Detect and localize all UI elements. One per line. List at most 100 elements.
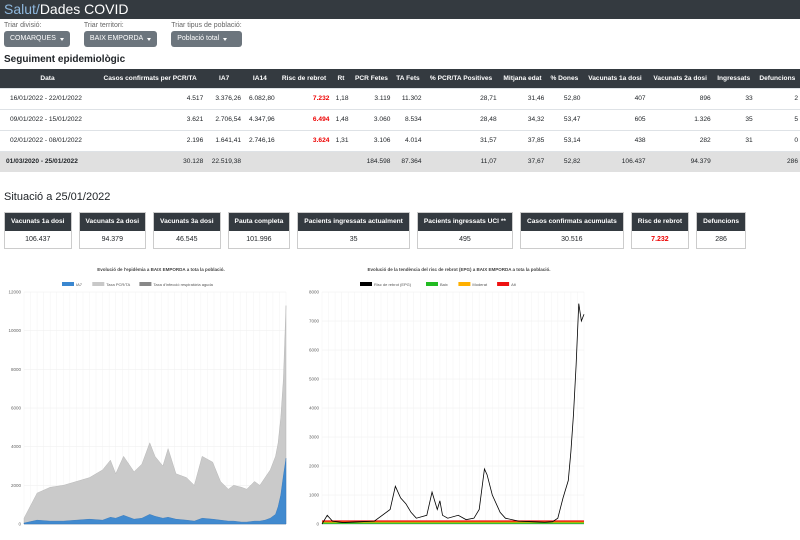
filter-division: Triar divisió: COMARQUES: [4, 22, 70, 51]
table-cell: 4.517: [95, 87, 206, 109]
table-cell: 4.014: [392, 129, 424, 151]
table-row: 02/01/2022 - 08/01/2022 2.196 1.641,41 2.74…: [0, 129, 800, 151]
table-cell: 01/03/2020 - 25/01/2022: [0, 150, 96, 172]
legend-swatch: [360, 282, 372, 286]
summary-card-value: 35: [349, 236, 358, 243]
table-cell: 282: [647, 129, 713, 151]
summary-card-label: Pacients ingressats UCI **: [417, 213, 512, 231]
division-dropdown-value: COMARQUES: [10, 35, 56, 42]
summary-card: Pacients ingressats UCI ** 495: [416, 212, 513, 249]
column-header: Casos confirmats per PCR/TA: [95, 69, 206, 88]
y-tick-label: 2000: [309, 464, 320, 469]
table-cell: 52,82: [546, 150, 583, 172]
chevron-down-icon: [59, 37, 64, 41]
summary-card-label: Casos confirmats acumulats: [520, 213, 623, 231]
table-cell: 53,14: [546, 129, 583, 151]
filter-population-label: Triar tipus de població:: [171, 22, 242, 29]
legend-swatch: [426, 282, 438, 286]
navbar: Salut/Dades COVID: [0, 0, 800, 19]
column-header: PCR Fetes: [350, 69, 393, 88]
legend-entry: Baix: [440, 282, 448, 287]
legend-swatch: [92, 282, 105, 286]
population-dropdown-value: Població total: [177, 35, 220, 42]
table-cell: 35: [712, 108, 755, 130]
summary-card-label: Vacunats 1a dosi: [5, 213, 71, 231]
chevron-down-icon: [147, 37, 152, 41]
table-cell: 02/01/2022 - 08/01/2022: [0, 129, 96, 151]
table-cell: 37,67: [498, 150, 547, 172]
table-cell: 286: [754, 150, 800, 172]
column-header: Mitjana edat: [498, 69, 547, 88]
table-cell: 11.302: [392, 87, 424, 109]
filter-territory: Triar territori: BAIX EMPORDA: [83, 22, 158, 51]
table-cell: 09/01/2022 - 15/01/2022: [0, 108, 96, 130]
y-tick-label: 6000: [309, 348, 320, 353]
table-cell: 896: [647, 87, 713, 109]
table-cell: 53,47: [546, 108, 583, 130]
table-row: 16/01/2022 - 22/01/2022 4.517 3.376,26 6.08…: [0, 87, 800, 109]
table-cell: 37,85: [498, 129, 547, 151]
epidemiological-table: Data Casos confirmats per PCR/TA IA7 IA14 Ri…: [0, 69, 800, 172]
summary-card: Pacients ingressats actualment 35: [297, 212, 410, 249]
legend-entry: Risc de rebrot (EPG): [374, 282, 412, 287]
territory-dropdown[interactable]: BAIX EMPORDA: [83, 31, 158, 47]
table-cell: 94.379: [647, 150, 713, 172]
summary-card-value: 101.996: [246, 236, 272, 243]
y-tick-label: 8000: [11, 367, 22, 372]
table-cell: 28,48: [423, 108, 499, 130]
series-area: [23, 458, 287, 525]
table-cell: 2: [754, 87, 800, 109]
y-tick-label: 6000: [11, 406, 22, 411]
summary-card: Vacunats 1a dosi 106.437: [4, 212, 72, 249]
summary-card: Vacunats 2a dosi 94.379: [78, 212, 147, 249]
table-cell: 2.746,16: [243, 129, 277, 151]
table-cell: [276, 150, 332, 172]
table-cell: 1.326: [647, 108, 713, 130]
summary-card-value: 106.437: [25, 236, 51, 243]
chart-title: Evolució de l'epidèmia a BAIX EMPORDA a …: [97, 267, 224, 272]
table-cell: 52,80: [546, 87, 583, 109]
table-cell: [712, 150, 755, 172]
brand[interactable]: Salut/Dades COVID: [4, 0, 129, 19]
table-cell: 3.119: [350, 87, 393, 109]
rebrot-risk-chart: Evolució de la tendència del risc de reb…: [309, 267, 585, 527]
filters-bar: Triar divisió: COMARQUES Triar territori…: [0, 19, 800, 51]
table-cell: 8.534: [392, 108, 424, 130]
summary-card-label: Pauta completa: [228, 213, 290, 231]
table-cell: 16/01/2022 - 22/01/2022: [0, 87, 96, 109]
table-cell: 184.598: [350, 150, 393, 172]
table-cell: 4.347,96: [243, 108, 277, 130]
table-cell: [331, 150, 351, 172]
table-cell: 7.232: [276, 87, 332, 109]
chevron-down-icon: [223, 37, 228, 41]
summary-card: Casos confirmats acumulats 30.516: [519, 212, 624, 249]
table-cell: 87.364: [392, 150, 424, 172]
summary-card-value: 495: [459, 236, 471, 243]
summary-card-value: 7.232: [651, 236, 669, 243]
section-title-situacio: Situació a 25/01/2022: [4, 191, 111, 203]
table-row: 09/01/2022 - 15/01/2022 3.621 2.706,54 4.34…: [0, 108, 800, 130]
legend-entry: Taxa PCR/TA: [106, 282, 130, 287]
summary-card-value: 46.545: [176, 236, 198, 243]
y-tick-label: 4000: [11, 444, 22, 449]
population-dropdown[interactable]: Població total: [171, 31, 242, 47]
table-cell: 605: [582, 108, 648, 130]
table-cell: 1,48: [331, 108, 351, 130]
table-cell: 106.437: [582, 150, 648, 172]
y-tick-label: 4000: [309, 406, 320, 411]
division-dropdown[interactable]: COMARQUES: [4, 31, 70, 47]
summary-card: Vacunats 3a dosi 46.545: [153, 212, 221, 249]
column-header: Data: [0, 69, 96, 88]
table-cell: 30.128: [95, 150, 206, 172]
legend-entry: Alt: [511, 282, 517, 287]
table-cell: 438: [582, 129, 648, 151]
chart-title: Evolució de la tendència del risc de reb…: [367, 267, 550, 272]
brand-part2: Dades COVID: [39, 1, 129, 17]
table-total-row: 01/03/2020 - 25/01/2022 30.128 22.519,38 18…: [0, 150, 800, 172]
legend-swatch: [497, 282, 510, 286]
table-cell: 31,46: [498, 87, 547, 109]
table-cell: [243, 150, 277, 172]
column-header: % PCR/TA Positives: [423, 69, 499, 88]
filter-territory-label: Triar territori:: [83, 22, 124, 29]
table-cell: 34,32: [498, 108, 547, 130]
